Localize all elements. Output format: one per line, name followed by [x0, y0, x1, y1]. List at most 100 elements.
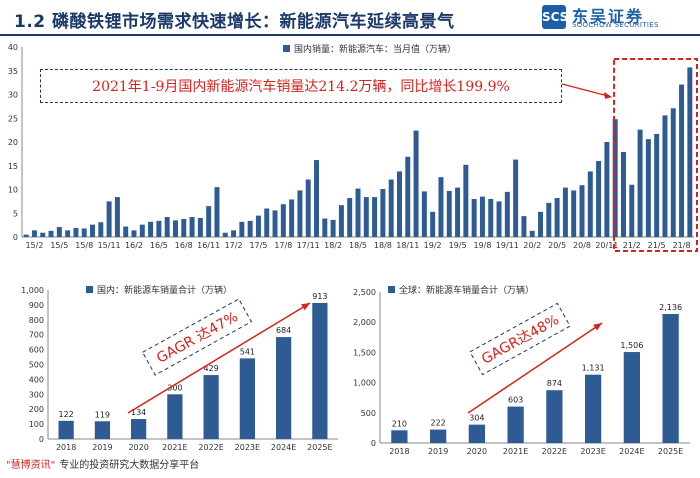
x-tick-label: 2020 — [467, 447, 487, 456]
bar — [90, 224, 96, 237]
data-label: 603 — [508, 396, 523, 405]
bar — [231, 230, 237, 237]
y-tick-label: 600 — [29, 346, 44, 355]
bar — [322, 218, 328, 237]
bar — [214, 187, 220, 237]
bar — [637, 129, 643, 237]
x-tick-label: 19/8 — [473, 241, 491, 250]
bar — [507, 406, 524, 443]
bar — [172, 220, 178, 237]
bar — [662, 115, 668, 237]
data-label: 300 — [167, 383, 182, 392]
data-label: 1,506 — [620, 341, 643, 350]
bar — [430, 211, 436, 237]
arrow-head-icon — [593, 323, 602, 331]
legend-label: 国内：新能源车销量合计（万辆） — [97, 284, 232, 296]
bar — [654, 133, 660, 237]
x-tick-label: 19/2 — [424, 241, 442, 250]
x-tick-label: 16/2 — [125, 241, 143, 250]
bar — [148, 221, 154, 237]
x-tick-label: 16/8 — [175, 241, 193, 250]
x-tick-label: 20/8 — [573, 241, 591, 250]
bar — [620, 151, 626, 237]
global-total-chart: 0 500 1,000 1,500 2,000 2,500 210 2018 222 2019 30… — [353, 284, 690, 456]
y-tick-label: 700 — [29, 331, 44, 340]
x-tick-label: 18/2 — [324, 241, 342, 250]
bar — [247, 220, 253, 237]
x-tick-label: 15/11 — [98, 241, 121, 250]
header-divider — [0, 34, 700, 36]
data-label: 429 — [203, 364, 218, 373]
bar — [463, 164, 469, 237]
y-tick-label: 900 — [29, 301, 44, 310]
bar — [579, 185, 585, 237]
monthly-sales-chart: 0 5 10 15 20 25 30 35 40 15/2 15/5 15/8 15/11 16/2 16/… — [8, 43, 699, 252]
cagr-box — [469, 302, 571, 376]
bar — [58, 420, 74, 439]
bar — [662, 313, 679, 443]
bar — [40, 232, 46, 237]
bar — [496, 201, 502, 237]
x-tick-label: 21/8 — [673, 241, 691, 250]
data-label: 874 — [547, 379, 562, 388]
x-tick-label: 17/8 — [274, 241, 292, 250]
bar — [203, 375, 219, 439]
bar — [687, 67, 693, 237]
data-label: 913 — [312, 292, 327, 301]
legend-swatch — [388, 286, 395, 293]
bar — [612, 119, 618, 237]
trend-arrow — [467, 322, 603, 414]
bar — [81, 228, 87, 237]
bar — [206, 206, 212, 237]
y-tick-label: 1,500 — [353, 348, 376, 357]
x-tick-label: 21/5 — [648, 241, 666, 250]
footer-text: 专业的投资研究大数据分享平台 — [59, 460, 200, 471]
x-tick-label: 21/2 — [623, 241, 641, 250]
bar — [670, 108, 676, 238]
y-tick-label: 1,000 — [353, 379, 376, 388]
bar — [189, 217, 195, 237]
bar — [471, 199, 477, 237]
bar — [455, 187, 461, 237]
bar — [289, 199, 295, 237]
x-tick-label: 2024E — [271, 443, 296, 452]
bar — [504, 191, 510, 237]
y-tick-label: 2,500 — [353, 288, 376, 297]
data-label: 119 — [95, 410, 110, 419]
bar — [468, 424, 486, 443]
x-tick-label: 2019 — [92, 443, 112, 452]
bar — [280, 204, 286, 237]
bar — [421, 191, 427, 237]
x-tick-label: 15/8 — [75, 241, 93, 250]
cagr-annotation: GAGR达48% — [469, 302, 571, 376]
x-tick-label: 2021E — [503, 447, 528, 456]
bar — [297, 190, 303, 237]
arrow-head-icon — [604, 92, 613, 99]
x-tick-label: 15/5 — [50, 241, 68, 250]
y-tick-label: 0 — [371, 439, 376, 448]
bar — [164, 217, 170, 237]
data-label: 2,136 — [659, 303, 682, 312]
x-tick-label: 17/11 — [297, 241, 320, 250]
bar — [405, 156, 411, 237]
y-tick-label: 20 — [8, 138, 18, 147]
bar — [338, 205, 344, 237]
bar — [305, 179, 311, 237]
x-tick-label: 20/2 — [523, 241, 541, 250]
y-tick-label: 0 — [13, 233, 18, 242]
x-tick-label: 2025E — [307, 443, 332, 452]
bar — [629, 184, 635, 237]
logo-mark-icon: SCS — [542, 5, 568, 29]
bar — [272, 210, 278, 237]
bar — [380, 189, 386, 237]
x-tick-label: 16/5 — [150, 241, 168, 250]
arrow-head-icon — [301, 303, 310, 311]
y-tick-label: 15 — [8, 162, 18, 171]
bar — [596, 161, 602, 237]
bar — [604, 142, 610, 237]
x-tick-label: 2018 — [389, 447, 409, 456]
data-label: 1,131 — [582, 364, 605, 373]
bar — [48, 230, 54, 237]
bar — [372, 197, 378, 237]
trend-arrow — [127, 302, 311, 414]
